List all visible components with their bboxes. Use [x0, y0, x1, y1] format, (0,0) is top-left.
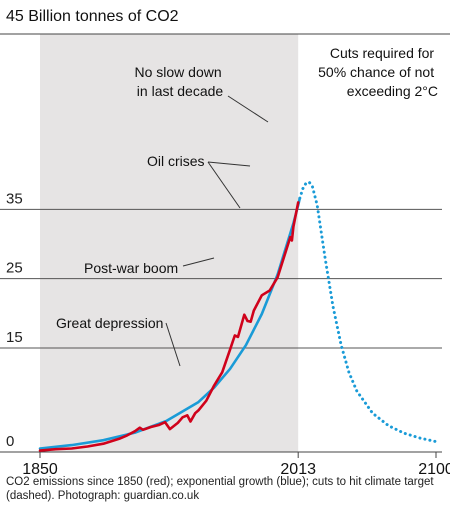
annotation-no-slowdown-line2: in last decade: [137, 83, 224, 99]
y-axis-ticks: 0 15 25 35: [6, 190, 23, 450]
annotation-cuts-line2: 50% chance of not: [318, 64, 434, 80]
annotation-pointers: [165, 95, 269, 367]
annotation-oil-crises: Oil crises: [147, 153, 205, 169]
x-tick-label: 2100: [418, 461, 450, 478]
y-tick-label: 35: [6, 190, 23, 207]
annotation-great-depression: Great depression: [56, 315, 163, 331]
emissions-series-line: [38, 201, 300, 452]
y-tick-label: 25: [6, 260, 23, 277]
x-tick-label: 2013: [280, 461, 316, 478]
annotation-cuts-line3: exceeding 2°C: [347, 83, 438, 99]
pointer-post-war: [182, 257, 215, 267]
chart-title: 45 Billion tonnes of CO2: [6, 8, 179, 25]
pointer-oil-crises-2: [207, 161, 251, 167]
annotation-cuts-required: Cuts required for 50% chance of not exce…: [318, 45, 438, 99]
series-lines: [38, 180, 438, 452]
annotation-no-slowdown-line1: No slow down: [134, 64, 221, 80]
y-tick-label: 0: [6, 433, 14, 450]
gridlines: [0, 33, 450, 453]
required-cuts-line: [298, 180, 438, 444]
y-tick-label: 15: [6, 329, 23, 346]
historic-period-shading: [40, 34, 299, 452]
chart-caption: CO2 emissions since 1850 (red); exponent…: [6, 476, 434, 502]
pointer-oil-crises-1: [207, 161, 241, 209]
x-axis-ticks: 1850 2013 2100: [22, 452, 450, 478]
x-tick-label: 1850: [22, 461, 58, 478]
annotation-post-war-boom: Post-war boom: [84, 260, 178, 276]
pointer-no-slowdown: [227, 95, 269, 123]
annotation-no-slowdown: No slow down in last decade: [134, 64, 225, 99]
annotation-cuts-line1: Cuts required for: [330, 45, 435, 61]
exponential-growth-line: [38, 196, 302, 450]
pointer-great-depression: [165, 322, 181, 367]
